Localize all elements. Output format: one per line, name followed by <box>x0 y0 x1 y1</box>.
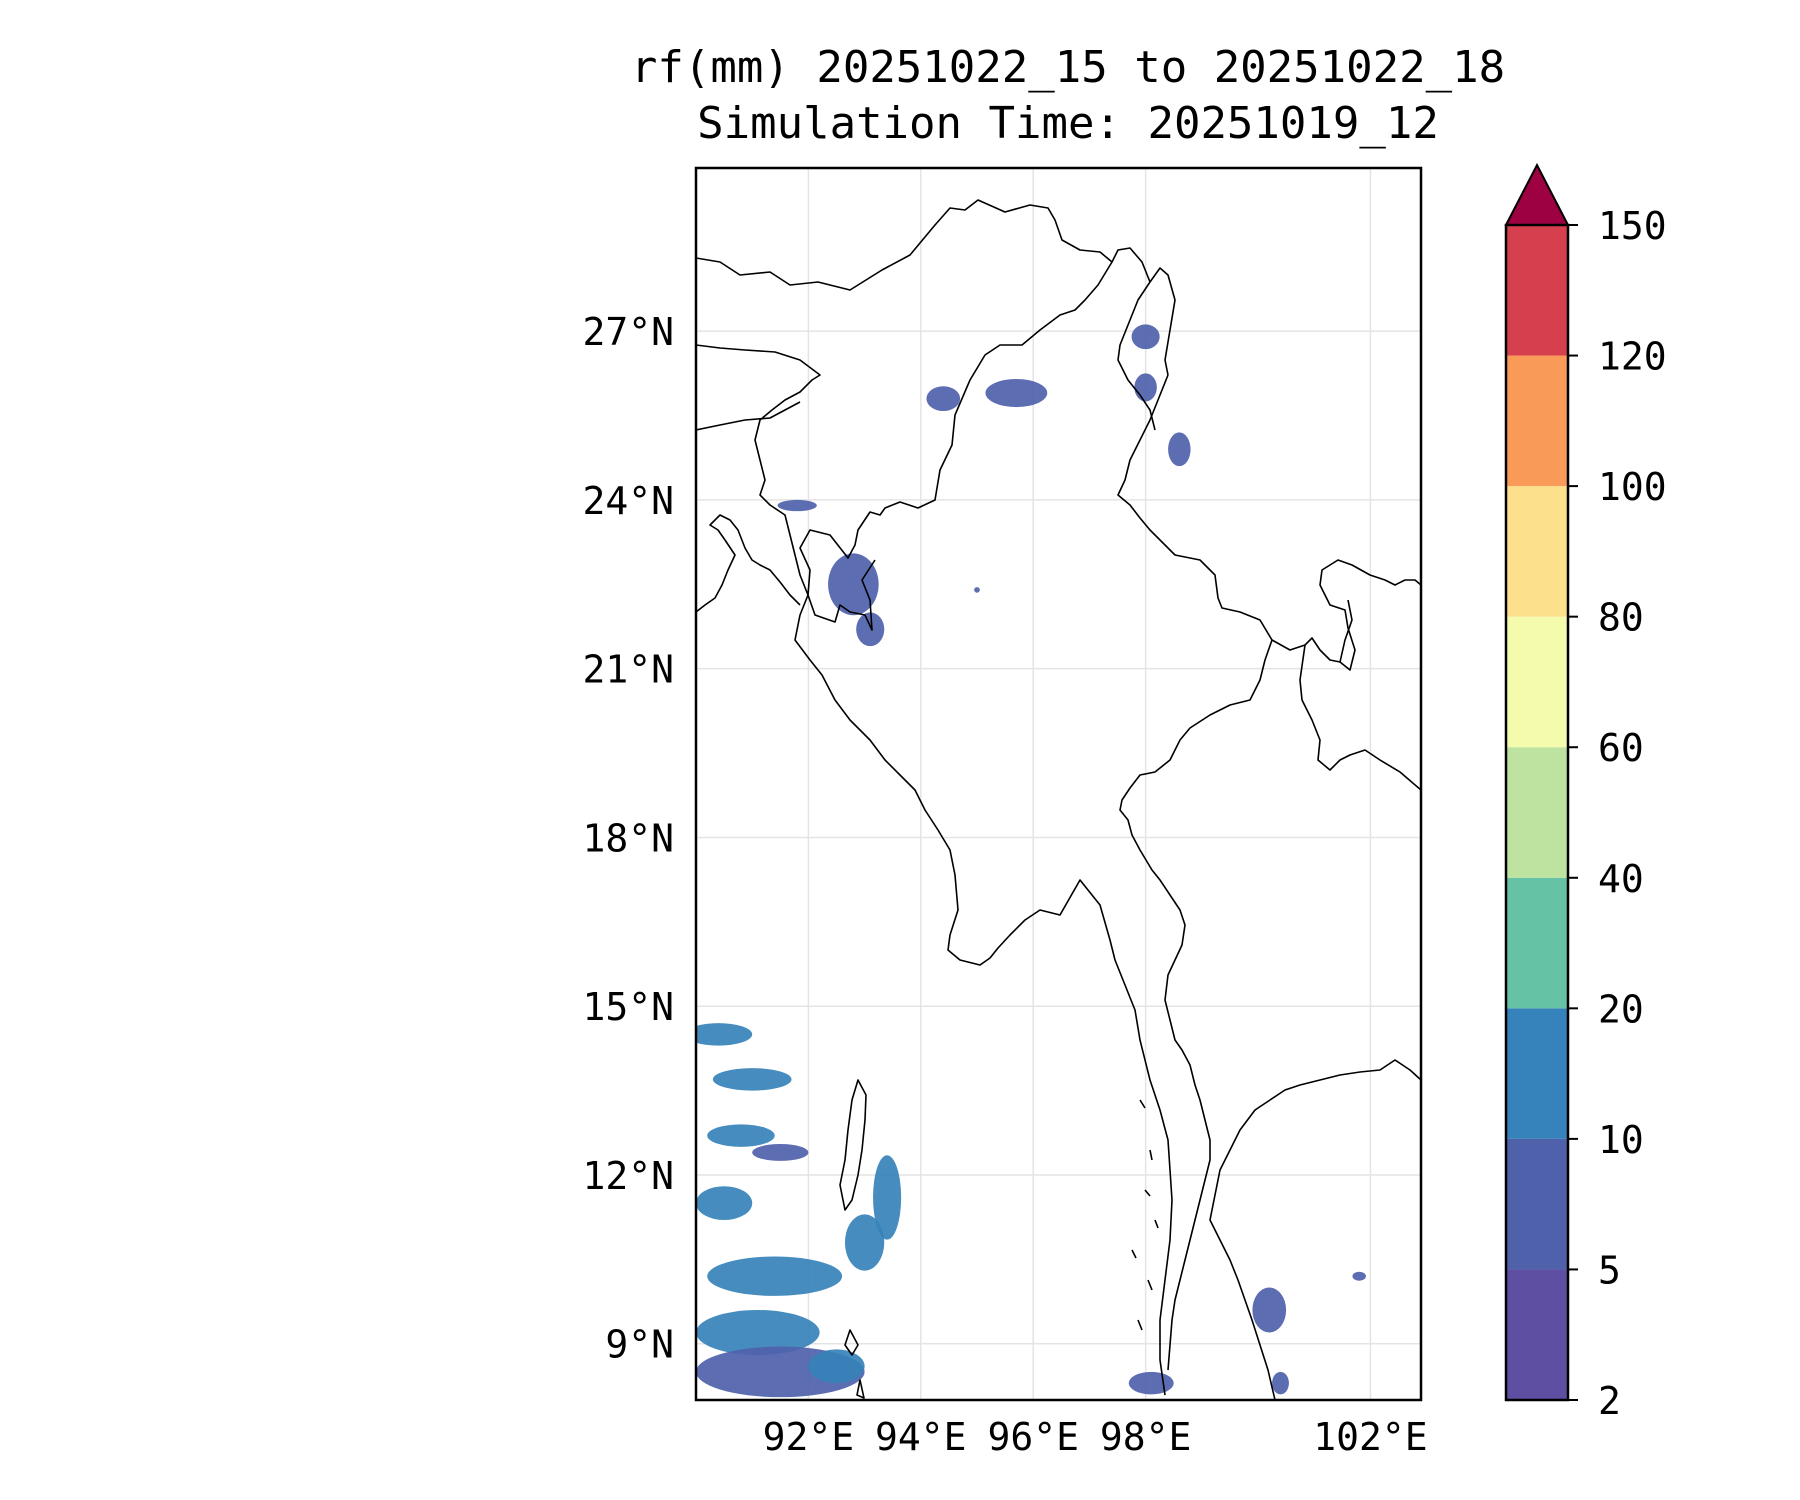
colorbar-label: 10 <box>1598 1118 1644 1162</box>
rain-area <box>707 1256 843 1296</box>
rain-area <box>844 1214 885 1271</box>
colorbar-swatch <box>1506 1008 1568 1139</box>
colorbar-label: 80 <box>1598 596 1644 640</box>
colorbar-swatch <box>1506 486 1568 617</box>
colorbar-extend-triangle <box>1504 162 1570 226</box>
border-myanmar-east <box>1117 374 1421 671</box>
lat-tick-label: 12°N <box>582 1154 674 1198</box>
rain-area <box>696 1023 753 1046</box>
lat-tick-label: 9°N <box>605 1323 674 1367</box>
mergui-islands <box>1131 1099 1159 1331</box>
lat-tick-label: 27°N <box>582 310 674 354</box>
lat-tick-label: 18°N <box>582 816 674 860</box>
coast-myanmar-arakan <box>794 594 1173 1396</box>
lon-tick-label: 92°E <box>763 1415 855 1459</box>
rain-area <box>712 1068 792 1091</box>
colorbar-label: 40 <box>1598 857 1644 901</box>
colorbar-swatch <box>1506 1138 1568 1270</box>
border-north-india <box>696 199 1176 376</box>
colorbar-swatch <box>1506 225 1568 356</box>
lon-tick-label: 102°E <box>1313 1415 1427 1459</box>
lat-tick-label: 24°N <box>582 479 674 523</box>
rain-area <box>974 587 980 593</box>
border-myanmar-west <box>799 261 1113 631</box>
rain-area <box>696 1186 753 1220</box>
rain-area <box>696 1309 820 1355</box>
title-line-2: Simulation Time: 20251019_12 <box>697 98 1439 149</box>
coastlines-borders <box>696 199 1421 1400</box>
lat-tick-label: 15°N <box>582 985 674 1029</box>
gridlines <box>696 168 1421 1400</box>
rain-area <box>1168 432 1191 467</box>
rain-area <box>926 386 961 412</box>
border-laos-thailand <box>1299 644 1421 791</box>
colorbar-swatch <box>1506 747 1568 878</box>
rainfall-layer <box>696 324 1366 1398</box>
rain-area <box>1128 1371 1174 1395</box>
rain-area <box>1352 1271 1366 1281</box>
rain-area <box>873 1155 902 1240</box>
andaman-islands <box>839 1079 867 1211</box>
rain-area <box>777 499 817 512</box>
colorbar: 2 5 10 20 40 60 80 100 120 150 <box>1504 162 1667 1423</box>
coast-bangladesh <box>696 514 801 613</box>
border-laos-vietnam <box>1339 599 1353 663</box>
axes: 27°N 24°N 21°N 18°N 15°N 12°N 9°N 92°E 94°E 96°E 9… <box>582 310 1427 1459</box>
lon-tick-label: 96°E <box>987 1415 1079 1459</box>
border-bangladesh <box>696 344 821 596</box>
border-inner-northeast <box>1117 281 1156 431</box>
border-myanmar-thailand <box>1119 639 1273 1371</box>
lon-tick-label: 98°E <box>1100 1415 1192 1459</box>
rain-area <box>1131 324 1160 350</box>
nicobar-island-1 <box>844 1329 859 1356</box>
rain-area <box>985 378 1048 408</box>
colorbar-frame <box>1504 223 1570 1402</box>
rain-area <box>1272 1371 1289 1395</box>
colorbar-label: 100 <box>1598 465 1667 509</box>
rain-area <box>1134 373 1157 402</box>
map-panel: 27°N 24°N 21°N 18°N 15°N 12°N 9°N 92°E 94°E 96°E 9… <box>582 166 1428 1459</box>
coast-malay-east <box>1209 1099 1276 1400</box>
coast-gulf-of-thailand <box>1269 1059 1421 1101</box>
colorbar-swatch <box>1506 355 1568 487</box>
lat-tick-label: 21°N <box>582 648 674 692</box>
colorbar-label: 120 <box>1598 335 1667 379</box>
colorbar-swatch <box>1506 1269 1568 1400</box>
colorbar-label: 20 <box>1598 987 1644 1031</box>
border-india-assam <box>696 401 801 431</box>
lon-tick-label: 94°E <box>875 1415 967 1459</box>
rain-area <box>1252 1287 1287 1333</box>
title-line-1: rf(mm) 20251022_15 to 20251022_18 <box>631 42 1505 93</box>
colorbar-swatch <box>1506 616 1568 748</box>
rain-area <box>752 1144 809 1161</box>
rain-area <box>828 553 879 616</box>
colorbar-label: 60 <box>1598 726 1644 770</box>
colorbar-label: 2 <box>1598 1379 1621 1423</box>
rain-area <box>856 612 885 647</box>
map-frame <box>694 166 1423 1402</box>
rain-area <box>808 1349 865 1384</box>
rain-area <box>707 1124 775 1147</box>
colorbar-label-top: 150 <box>1598 204 1667 248</box>
colorbar-swatch <box>1506 877 1568 1009</box>
colorbar-label: 5 <box>1598 1248 1621 1292</box>
nicobar-island-2 <box>856 1379 865 1399</box>
